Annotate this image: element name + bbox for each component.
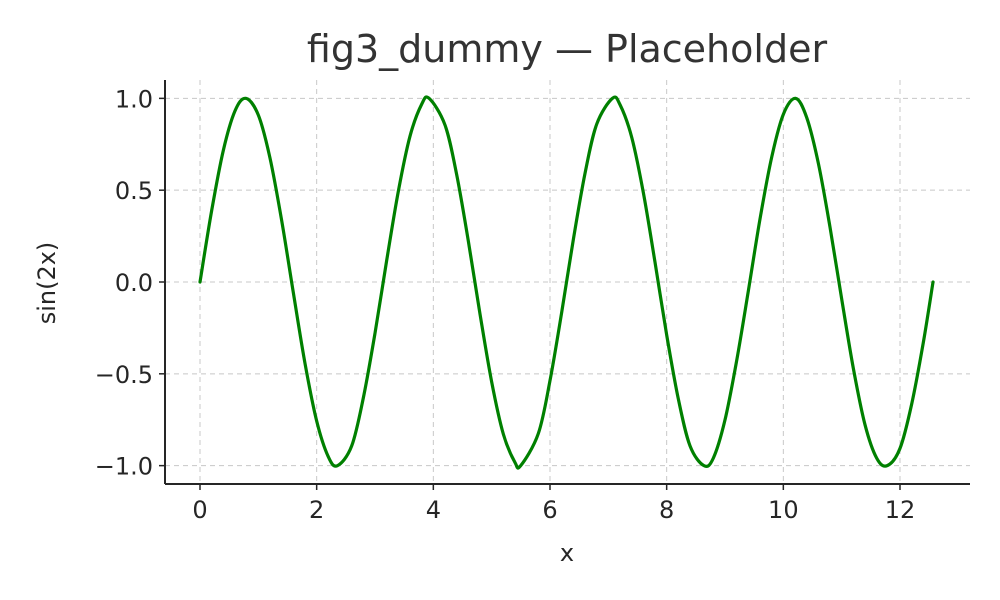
x-axis-label: x bbox=[560, 539, 574, 567]
y-tick-label: −0.5 bbox=[95, 361, 153, 389]
x-tick-label: 2 bbox=[309, 496, 324, 524]
y-axis-label: sin(2x) bbox=[33, 242, 61, 325]
chart-title: fig3_dummy — Placeholder bbox=[307, 27, 828, 71]
x-tick-label: 12 bbox=[885, 496, 916, 524]
x-tick-label: 0 bbox=[192, 496, 207, 524]
x-tick-label: 10 bbox=[768, 496, 799, 524]
x-tick-label: 4 bbox=[426, 496, 441, 524]
x-tick-label: 8 bbox=[659, 496, 674, 524]
y-tick-label: 1.0 bbox=[115, 85, 153, 113]
x-tick-label: 6 bbox=[542, 496, 557, 524]
y-tick-label: 0.5 bbox=[115, 177, 153, 205]
ticks: 0 2 4 6 8 10 12 1.0 0.5 0.0 −0.5 −1.0 bbox=[95, 85, 916, 524]
grid bbox=[165, 80, 970, 484]
y-tick-label: 0.0 bbox=[115, 269, 153, 297]
y-tick-label: −1.0 bbox=[95, 453, 153, 481]
series-layer bbox=[198, 95, 935, 470]
series-line bbox=[198, 95, 935, 470]
